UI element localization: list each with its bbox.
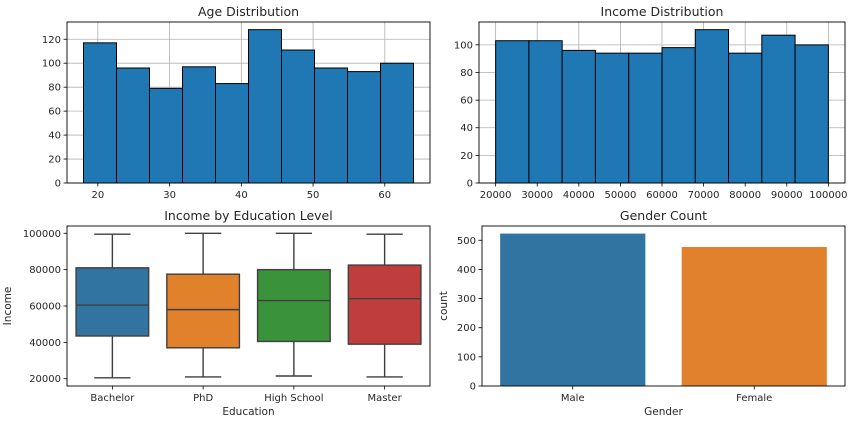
income-hist-ytick-label: 40: [460, 123, 473, 134]
age-hist-bar: [380, 62, 414, 184]
age-hist-ytick-label: 0: [55, 179, 61, 190]
income-hist-ytick-label: 60: [460, 96, 473, 107]
age-hist-ytick-label: 60: [48, 107, 61, 118]
income-boxplot-axes-frame: [66, 225, 431, 387]
income-hist-bar: [561, 49, 596, 184]
income-hist-xtick-label: 70000: [688, 190, 720, 201]
age-hist-xtick-label: 60: [378, 190, 391, 201]
age-hist-bar: [83, 42, 117, 184]
age-hist-ytick-label: 20: [48, 155, 61, 166]
age-hist-bar: [149, 87, 183, 184]
gender-count-ytick-label: 300: [457, 294, 476, 305]
income-hist-xtick-label: 100000: [809, 190, 847, 201]
income-boxplot-ytick-label: 40000: [29, 338, 61, 349]
income-hist-ytick-label: 80: [460, 68, 473, 79]
income-hist-xtick-label: 60000: [646, 190, 678, 201]
income-hist-ytick-label: 0: [467, 179, 473, 190]
income-hist-bar: [661, 47, 696, 184]
income-boxplot-xtick-label: PhD: [193, 393, 213, 404]
income-hist-ytick-label: 20: [460, 151, 473, 162]
income-boxplot-xlabel: Education: [222, 406, 274, 418]
gender-count-ytick-label: 500: [457, 236, 476, 247]
age-hist-bar: [215, 83, 249, 184]
income-hist-xtick-label: 30000: [521, 190, 553, 201]
gender-count-xtick-label: Female: [736, 393, 772, 404]
gender-count-bar: [681, 246, 827, 386]
income-boxplot-ytick-label: 100000: [23, 229, 61, 240]
age-hist-bar: [281, 49, 315, 184]
income-boxplot-title: Income by Education Level: [164, 208, 332, 223]
income-hist-bar: [694, 29, 730, 184]
age-hist-bar: [314, 67, 348, 184]
income-hist-bar: [628, 52, 663, 184]
gender-count-title: Gender Count: [620, 208, 707, 223]
income-boxplot-ytick-label: 20000: [29, 374, 61, 385]
income-hist-title: Income Distribution: [601, 4, 724, 19]
income-hist-xtick-label: 80000: [729, 190, 761, 201]
age-hist-xtick-label: 20: [91, 190, 104, 201]
income-hist-bar: [728, 52, 763, 184]
gender-count-bar: [500, 233, 646, 386]
income-boxplot-box: [347, 264, 422, 345]
age-hist-panel: 0 20 40 60 80 100 120 20 30 40 50 60 Age Distributio…: [42, 4, 431, 201]
income-hist-bar: [594, 52, 630, 184]
income-boxplot-box: [256, 268, 331, 343]
income-boxplot-box: [75, 267, 150, 337]
gender-count-ytick-label: 100: [457, 352, 476, 363]
age-hist-bar: [116, 67, 150, 184]
income-boxplot-ytick-label: 80000: [29, 265, 61, 276]
income-hist-bar: [495, 40, 530, 184]
income-boxplot-xtick-label: Master: [368, 393, 403, 404]
gender-count-ytick-label: 400: [457, 265, 476, 276]
age-hist-ytick-label: 120: [42, 35, 61, 46]
gender-count-ylabel: count: [438, 291, 450, 321]
age-hist-xtick-label: 50: [307, 190, 320, 201]
gender-count-panel: 0 100 200 300 400 500 Male Female Gender Count Ge…: [438, 208, 846, 418]
age-hist-xtick-label: 40: [235, 190, 248, 201]
income-hist-bar: [761, 34, 796, 184]
age-hist-axes-frame: [66, 21, 431, 184]
income-hist-bar: [528, 40, 563, 184]
gender-count-ytick-label: 0: [470, 382, 476, 393]
income-boxplot-panel: 20000 40000 60000 80000 100000 Bachelor PhD Hig…: [2, 208, 431, 418]
gender-count-ytick-label: 200: [457, 323, 476, 334]
income-boxplot-ytick-label: 60000: [29, 302, 61, 313]
income-hist-ytick-label: 100: [454, 40, 473, 51]
income-hist-axes-frame: [478, 21, 846, 184]
gender-count-xlabel: Gender: [644, 406, 683, 418]
age-hist-title: Age Distribution: [198, 4, 299, 19]
income-boxplot-box: [166, 273, 241, 349]
age-hist-bar: [248, 29, 282, 184]
gender-count-axes-frame: [481, 225, 846, 387]
income-hist-xtick-label: 20000: [480, 190, 512, 201]
age-hist-ytick-label: 40: [48, 131, 61, 142]
income-hist-panel: 0 20 40 60 80 100 20000 30000 40000 50000 60000 700…: [454, 4, 848, 201]
age-hist-bar: [182, 66, 216, 184]
age-hist-bar: [347, 71, 381, 184]
age-hist-ytick-label: 80: [48, 83, 61, 94]
gender-count-xtick-label: Male: [561, 393, 585, 404]
income-boxplot-xtick-label: Bachelor: [90, 393, 135, 404]
income-hist-bar: [794, 44, 829, 184]
age-hist-xtick-label: 30: [163, 190, 176, 201]
income-boxplot-ylabel: Income: [2, 287, 14, 326]
income-boxplot-xtick-label: High School: [264, 393, 323, 404]
income-hist-xtick-label: 40000: [563, 190, 595, 201]
income-hist-xtick-label: 50000: [605, 190, 637, 201]
income-hist-xtick-label: 90000: [771, 190, 803, 201]
age-hist-ytick-label: 100: [42, 59, 61, 70]
